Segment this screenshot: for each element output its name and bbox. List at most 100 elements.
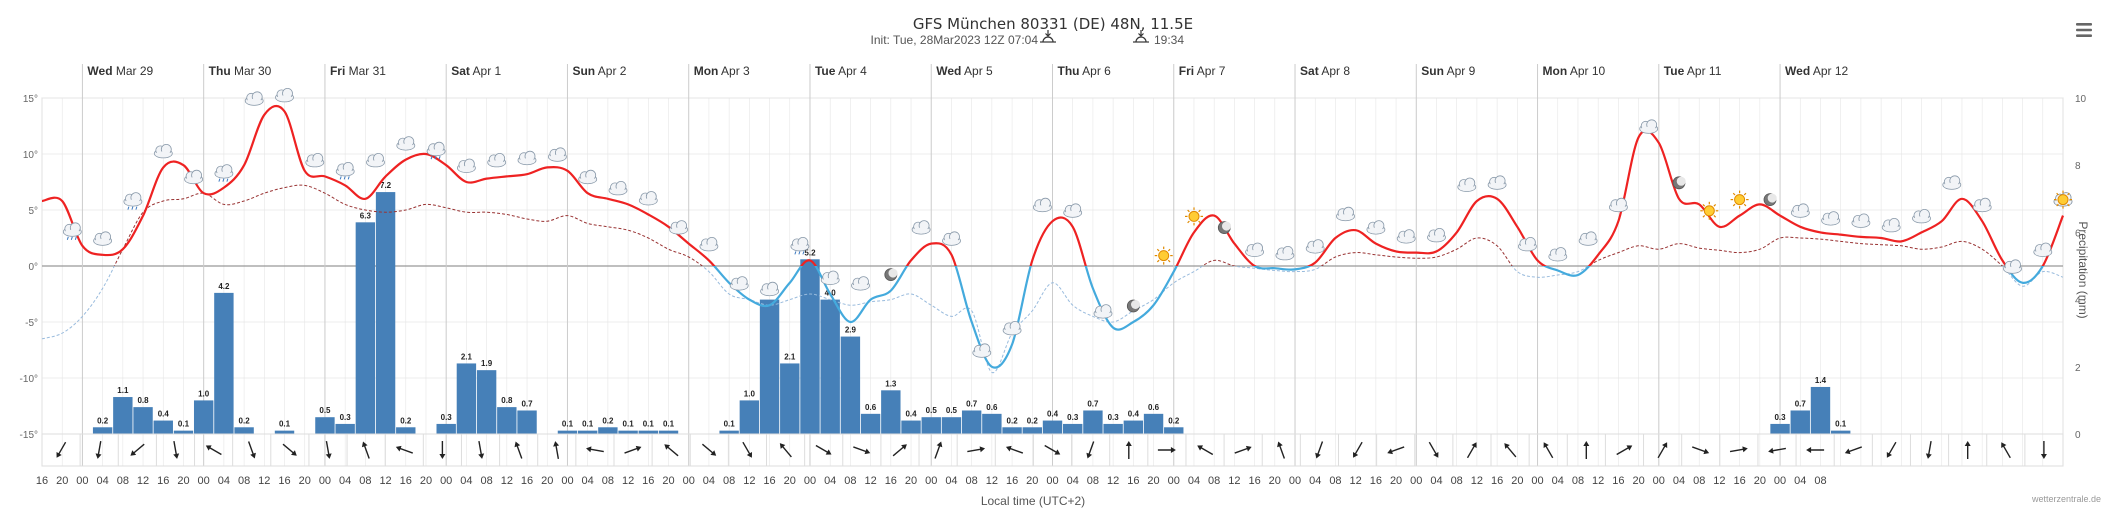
precip-data-label: 0.1 <box>663 420 675 429</box>
moon-highlight <box>1131 300 1140 309</box>
precip-data-label: 0.2 <box>1007 416 1019 425</box>
hour-tick-label: 12 <box>258 475 270 487</box>
svg-text:Init: Tue, 28Mar2023 12Z 07:04: Init: Tue, 28Mar2023 12Z 07:04 <box>871 33 1039 47</box>
wind-arrow-head <box>1471 442 1477 449</box>
precip-bar <box>557 430 578 434</box>
precip-bar <box>598 427 618 434</box>
wind-arrow-icon <box>282 443 297 456</box>
cloud-fill <box>94 238 111 245</box>
cloud-icon <box>638 191 658 206</box>
wind-arrow-head <box>635 445 642 452</box>
precipitation-bars: 0.2 1.1 0.8 0.4 0.1 1.0 4.2 0.2 0.1 0.5 0.3 6.3 7.2 0… <box>92 181 1851 434</box>
cloud-icon <box>1336 206 1355 222</box>
cloud-icon <box>1063 203 1083 218</box>
cloud-fill <box>579 177 596 184</box>
precip-data-label: 0.3 <box>1067 413 1079 422</box>
hour-tick-label: 08 <box>844 475 856 487</box>
wind-arrow-head <box>901 444 907 450</box>
day-label-weekday: Thu <box>209 64 231 78</box>
wind-arrow-icon <box>1234 445 1252 454</box>
cloud-fill <box>1276 253 1293 260</box>
cloud-icon <box>184 169 204 185</box>
hour-tick-label: 00 <box>1046 475 1058 487</box>
hour-tick-label: 16 <box>1734 475 1746 487</box>
hour-tick-label: 20 <box>1511 475 1523 487</box>
sunrise-icon <box>1040 30 1056 43</box>
wind-arrow-head <box>478 453 485 459</box>
hour-tick-label: 04 <box>582 475 594 487</box>
cloud-icon <box>1366 220 1386 235</box>
wind-arrow-icon <box>95 441 102 459</box>
sun-ray <box>2056 203 2059 207</box>
precip-bar <box>1042 420 1063 434</box>
hour-tick-label: 16 <box>157 475 169 487</box>
hamburger-menu-icon[interactable] <box>2074 20 2094 40</box>
day-label-date: Apr 5 <box>961 64 993 78</box>
cloud-icon <box>487 152 507 168</box>
day-label-date: Apr 12 <box>1810 64 1848 78</box>
cloud-fill <box>1489 182 1506 189</box>
precip-bar <box>780 363 800 434</box>
sun-icon <box>1730 190 1749 209</box>
cloud-fill <box>1337 214 1354 221</box>
cloud-icon <box>2033 242 2053 257</box>
precip-bar <box>1164 427 1184 434</box>
precip-data-label: 0.2 <box>602 416 614 425</box>
sunset-time: 19:34 <box>1154 33 1184 47</box>
precip-data-label: 1.0 <box>198 389 210 398</box>
wind-arrow-icon <box>1466 442 1477 459</box>
day-label: Fri Apr 7 <box>1179 64 1226 78</box>
hour-tick-label: 00 <box>925 475 937 487</box>
cloud-fill <box>246 98 263 105</box>
hour-tick-label: 08 <box>1451 475 1463 487</box>
wind-arrow-head <box>1277 441 1283 448</box>
wind-arrow-head <box>1504 443 1510 449</box>
rain-drops <box>218 178 229 182</box>
moon-highlight <box>1767 193 1777 203</box>
cloud-fill <box>791 244 808 251</box>
wind-arrow-icon <box>1925 441 1932 459</box>
day-label-weekday: Fri <box>1179 64 1194 78</box>
dewpoint-series <box>41 184 2064 373</box>
day-label: Wed Mar 29 <box>87 64 153 78</box>
hour-tick-label: 08 <box>117 475 129 487</box>
wind-arrow-head <box>779 443 786 449</box>
wind-arrow-icon <box>1616 445 1633 456</box>
hour-tick-label: 04 <box>97 475 109 487</box>
cloud-fill <box>337 169 354 176</box>
wind-arrow-head <box>1703 448 1710 455</box>
day-label-date: Mar 29 <box>113 64 154 78</box>
cloud-icon <box>1912 208 1931 224</box>
sun-icon <box>2054 190 2072 209</box>
hour-tick-label: 16 <box>1370 475 1382 487</box>
rain-drops <box>127 206 138 210</box>
wind-arrow-head <box>1662 442 1668 449</box>
wind-arrow-head <box>1245 445 1252 452</box>
hour-tick-label: 04 <box>824 475 836 487</box>
hour-tick-label: 16 <box>1006 475 1018 487</box>
wind-arrow-head <box>250 452 256 459</box>
precip-axis-title: Precipitation (mm) <box>2076 221 2090 318</box>
hour-tick-label: 04 <box>1067 475 1079 487</box>
moon-highlight <box>1676 176 1686 186</box>
wind-arrow-icon <box>173 441 180 459</box>
cloud-icon <box>93 231 112 246</box>
precip-data-label: 7.2 <box>380 181 392 190</box>
cloud-icon <box>244 91 264 106</box>
temperature-series <box>41 104 2065 369</box>
hour-tick-label: 00 <box>440 475 452 487</box>
wind-arrow-head <box>1315 452 1321 459</box>
cloud-rain-icon <box>214 164 234 182</box>
cloud-fill <box>488 160 505 167</box>
day-label: Sat Apr 1 <box>451 64 501 78</box>
precip-data-label: 0.8 <box>137 396 149 405</box>
wind-arrow-head <box>291 450 297 456</box>
cloud-fill <box>1883 225 1900 232</box>
cloud-rain-icon <box>426 141 446 160</box>
precip-bar <box>961 410 982 434</box>
precip-tick-label: 0 <box>2075 430 2081 441</box>
cloud-icon <box>911 220 931 235</box>
wind-arrow-icon <box>1583 441 1590 459</box>
wind-arrow-icon <box>2001 442 2011 459</box>
day-label: Wed Apr 5 <box>936 64 993 78</box>
